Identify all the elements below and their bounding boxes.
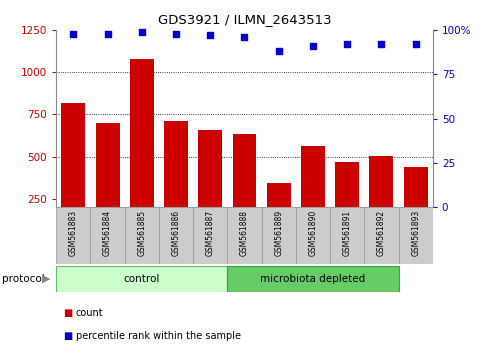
- Bar: [329, 207, 364, 264]
- Text: ■: ■: [63, 331, 73, 341]
- Bar: [193, 207, 227, 264]
- Bar: [198, 130, 222, 207]
- Point: [240, 34, 248, 40]
- Bar: [227, 207, 261, 264]
- Text: GSM561884: GSM561884: [103, 210, 112, 256]
- Point: [308, 43, 316, 49]
- Text: GSM561892: GSM561892: [376, 210, 385, 256]
- Text: GSM561891: GSM561891: [342, 210, 351, 256]
- Text: GSM561888: GSM561888: [240, 210, 248, 256]
- Bar: [96, 123, 119, 207]
- Title: GDS3921 / ILMN_2643513: GDS3921 / ILMN_2643513: [157, 13, 331, 26]
- Text: protocol: protocol: [2, 274, 45, 284]
- Point: [206, 33, 214, 38]
- Point: [377, 41, 385, 47]
- Text: GSM561893: GSM561893: [410, 210, 419, 256]
- Bar: [334, 161, 358, 207]
- Text: GSM561887: GSM561887: [205, 210, 214, 256]
- Text: microbiota depleted: microbiota depleted: [260, 274, 365, 284]
- Bar: [266, 183, 290, 207]
- Text: GSM561885: GSM561885: [137, 210, 146, 256]
- Bar: [403, 167, 427, 207]
- Bar: [90, 207, 124, 264]
- Bar: [261, 207, 295, 264]
- Text: count: count: [76, 308, 103, 318]
- Point: [138, 29, 145, 35]
- Point: [411, 41, 419, 47]
- Point: [69, 31, 77, 36]
- Text: GSM561889: GSM561889: [274, 210, 283, 256]
- Text: GSM561883: GSM561883: [69, 210, 78, 256]
- Point: [172, 31, 180, 36]
- Text: ▶: ▶: [42, 274, 51, 284]
- Text: control: control: [123, 274, 160, 284]
- Bar: [56, 207, 90, 264]
- Text: GSM561886: GSM561886: [171, 210, 180, 256]
- Bar: [369, 156, 392, 207]
- Bar: [364, 207, 398, 264]
- Bar: [295, 207, 329, 264]
- Bar: [300, 147, 324, 207]
- Bar: [61, 103, 85, 207]
- Point: [103, 31, 111, 36]
- Bar: [232, 134, 256, 207]
- Bar: [124, 207, 159, 264]
- Bar: [398, 207, 432, 264]
- Bar: [129, 59, 153, 207]
- Point: [343, 41, 350, 47]
- Text: ■: ■: [63, 308, 73, 318]
- Bar: [163, 121, 187, 207]
- Bar: [159, 207, 193, 264]
- Point: [274, 48, 282, 54]
- Text: GSM561890: GSM561890: [308, 210, 317, 256]
- Bar: [56, 266, 227, 292]
- Bar: [227, 266, 398, 292]
- Text: percentile rank within the sample: percentile rank within the sample: [76, 331, 240, 341]
